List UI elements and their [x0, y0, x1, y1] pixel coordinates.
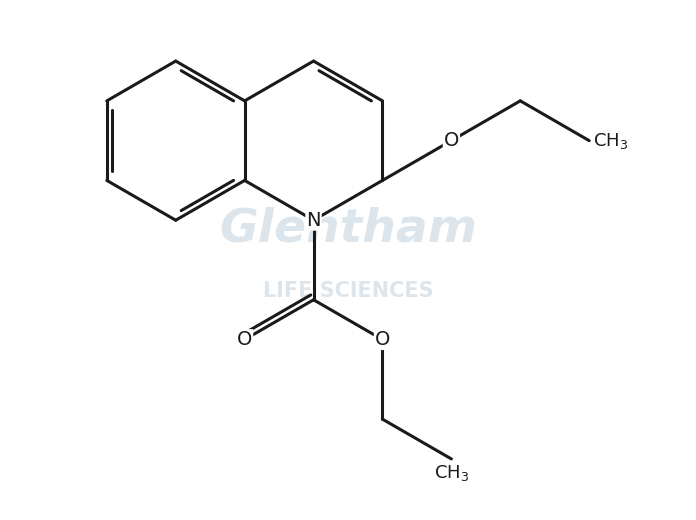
Text: O: O [237, 330, 253, 349]
Text: O: O [374, 330, 390, 349]
Text: LIFE SCIENCES: LIFE SCIENCES [262, 281, 434, 301]
Text: CH$_3$: CH$_3$ [593, 131, 628, 151]
Text: Glentham: Glentham [219, 206, 477, 252]
Text: N: N [306, 211, 321, 230]
Text: CH$_3$: CH$_3$ [434, 463, 469, 483]
Text: O: O [443, 131, 459, 150]
